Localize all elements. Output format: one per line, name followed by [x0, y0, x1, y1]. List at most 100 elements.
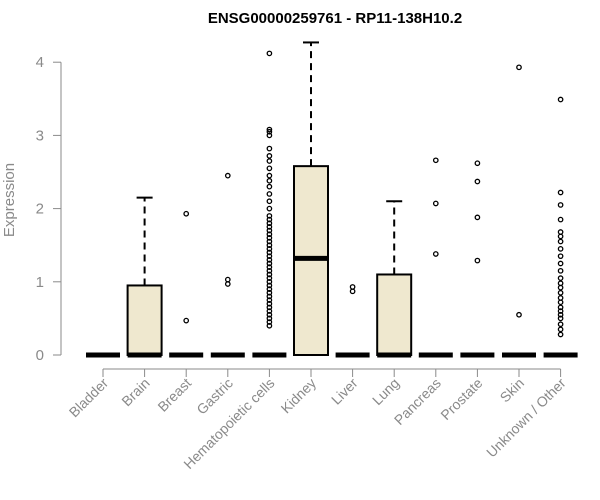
outlier-point — [266, 191, 273, 197]
box-group — [252, 50, 287, 358]
outlier-point — [183, 317, 190, 324]
outlier-point — [266, 286, 273, 292]
outlier-point — [266, 145, 273, 152]
chart-title: ENSG00000259761 - RP11-138H10.2 — [208, 10, 462, 27]
y-tick-label: 4 — [36, 54, 44, 71]
outlier-point — [266, 322, 273, 329]
outlier-point — [266, 172, 273, 179]
outlier-point — [266, 177, 273, 184]
outlier-point — [266, 126, 273, 133]
outlier-point — [557, 275, 564, 281]
outlier-point — [266, 297, 273, 303]
x-tick-label: Prostate — [437, 375, 485, 423]
x-tick-label: Liver — [328, 375, 361, 408]
x-tick-label: Unknown / Other — [483, 375, 569, 461]
outlier-point — [266, 238, 273, 245]
outlier-point — [224, 276, 231, 283]
outlier-point — [266, 231, 273, 238]
box-group — [335, 284, 370, 358]
outlier-point — [266, 271, 273, 278]
outlier-point — [266, 275, 273, 281]
box-group — [502, 64, 536, 358]
y-tick-label: 1 — [36, 274, 44, 291]
box-group — [460, 160, 495, 358]
outlier-point — [183, 210, 190, 217]
outlier-point — [266, 260, 273, 267]
outlier-point — [266, 242, 273, 249]
outlier-point — [266, 308, 273, 314]
outlier-point — [557, 216, 564, 223]
outlier-point — [266, 278, 273, 285]
outlier-point — [557, 308, 564, 314]
outlier-point — [557, 233, 564, 240]
outlier-point — [266, 289, 273, 296]
x-tick-label: Skin — [497, 375, 528, 406]
plot-area — [86, 41, 578, 358]
outlier-point — [557, 284, 564, 291]
outlier-point — [474, 178, 481, 185]
outlier-point — [266, 267, 273, 274]
outlier-point — [266, 183, 273, 190]
outlier-point — [557, 295, 564, 301]
outlier-point — [266, 311, 273, 318]
outlier-point — [557, 326, 564, 333]
outlier-point — [557, 304, 564, 311]
outlier-point — [432, 200, 439, 207]
x-tick-label: Lung — [369, 375, 402, 408]
box-group — [169, 210, 204, 358]
outlier-point — [557, 299, 564, 306]
y-axis: 0 1 2 3 4 — [36, 54, 62, 364]
y-axis-label: Expression — [1, 163, 18, 237]
outlier-point — [266, 253, 273, 260]
box-group — [376, 200, 413, 358]
outlier-point — [516, 311, 522, 318]
outlier-point — [557, 331, 564, 338]
x-tick-label: Bladder — [66, 375, 112, 421]
outlier-point — [266, 235, 273, 241]
outlier-point — [557, 229, 564, 235]
outlier-point — [266, 220, 273, 227]
outlier-point — [557, 289, 564, 296]
outlier-point — [516, 64, 522, 71]
outlier-point — [557, 260, 564, 267]
x-tick-label: Breast — [154, 375, 194, 415]
outlier-point — [266, 282, 273, 289]
y-tick-label: 0 — [36, 347, 44, 364]
box-group — [293, 41, 329, 356]
outlier-point — [557, 189, 564, 196]
outlier-point — [557, 246, 564, 252]
box-group — [126, 196, 163, 358]
outlier-point — [266, 216, 273, 223]
outlier-point — [266, 158, 273, 164]
outlier-point — [432, 251, 439, 257]
outlier-point — [266, 224, 273, 230]
outlier-point — [266, 319, 273, 325]
outlier-point — [266, 293, 273, 300]
outlier-point — [266, 246, 273, 252]
outlier-point — [557, 267, 564, 274]
box-group — [210, 172, 245, 358]
outlier-point — [266, 132, 273, 139]
outlier-point — [557, 311, 564, 318]
outlier-point — [266, 264, 273, 271]
box — [126, 284, 163, 356]
outlier-point — [266, 50, 273, 57]
y-tick-label: 3 — [36, 127, 44, 144]
x-tick-label: Brain — [118, 375, 152, 409]
outlier-point — [224, 172, 231, 179]
outlier-point — [557, 321, 564, 328]
outlier-point — [432, 157, 439, 164]
outlier-point — [266, 256, 273, 263]
outlier-point — [266, 304, 273, 311]
outlier-point — [349, 288, 356, 295]
box-group — [543, 96, 578, 358]
outlier-point — [557, 238, 564, 245]
outlier-point — [266, 128, 273, 135]
box-group — [418, 157, 453, 358]
outlier-point — [474, 214, 481, 221]
outlier-point — [474, 160, 481, 167]
outlier-point — [349, 284, 356, 290]
x-tick-label: Kidney — [278, 375, 320, 417]
